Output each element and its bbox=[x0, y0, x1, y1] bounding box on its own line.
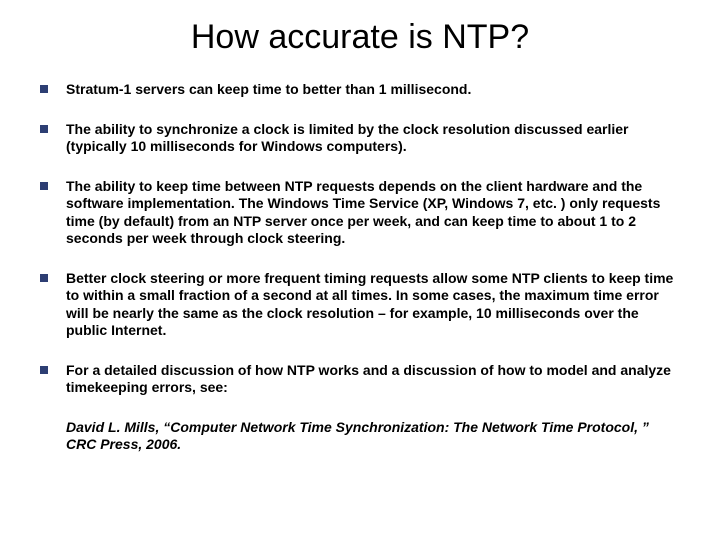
list-item: For a detailed discussion of how NTP wor… bbox=[40, 362, 680, 397]
square-bullet-icon bbox=[40, 274, 48, 282]
bullet-list: Stratum-1 servers can keep time to bette… bbox=[40, 81, 680, 397]
bullet-text: Better clock steering or more frequent t… bbox=[66, 270, 680, 340]
square-bullet-icon bbox=[40, 366, 48, 374]
bullet-text: Stratum-1 servers can keep time to bette… bbox=[66, 81, 680, 99]
list-item: Stratum-1 servers can keep time to bette… bbox=[40, 81, 680, 99]
bullet-text: The ability to keep time between NTP req… bbox=[66, 178, 680, 248]
list-item: Better clock steering or more frequent t… bbox=[40, 270, 680, 340]
square-bullet-icon bbox=[40, 125, 48, 133]
square-bullet-icon bbox=[40, 182, 48, 190]
bullet-text: The ability to synchronize a clock is li… bbox=[66, 121, 680, 156]
slide-title: How accurate is NTP? bbox=[40, 18, 680, 57]
list-item: The ability to synchronize a clock is li… bbox=[40, 121, 680, 156]
bullet-text: For a detailed discussion of how NTP wor… bbox=[66, 362, 680, 397]
square-bullet-icon bbox=[40, 85, 48, 93]
reference-citation: David L. Mills, “Computer Network Time S… bbox=[66, 419, 680, 454]
list-item: The ability to keep time between NTP req… bbox=[40, 178, 680, 248]
